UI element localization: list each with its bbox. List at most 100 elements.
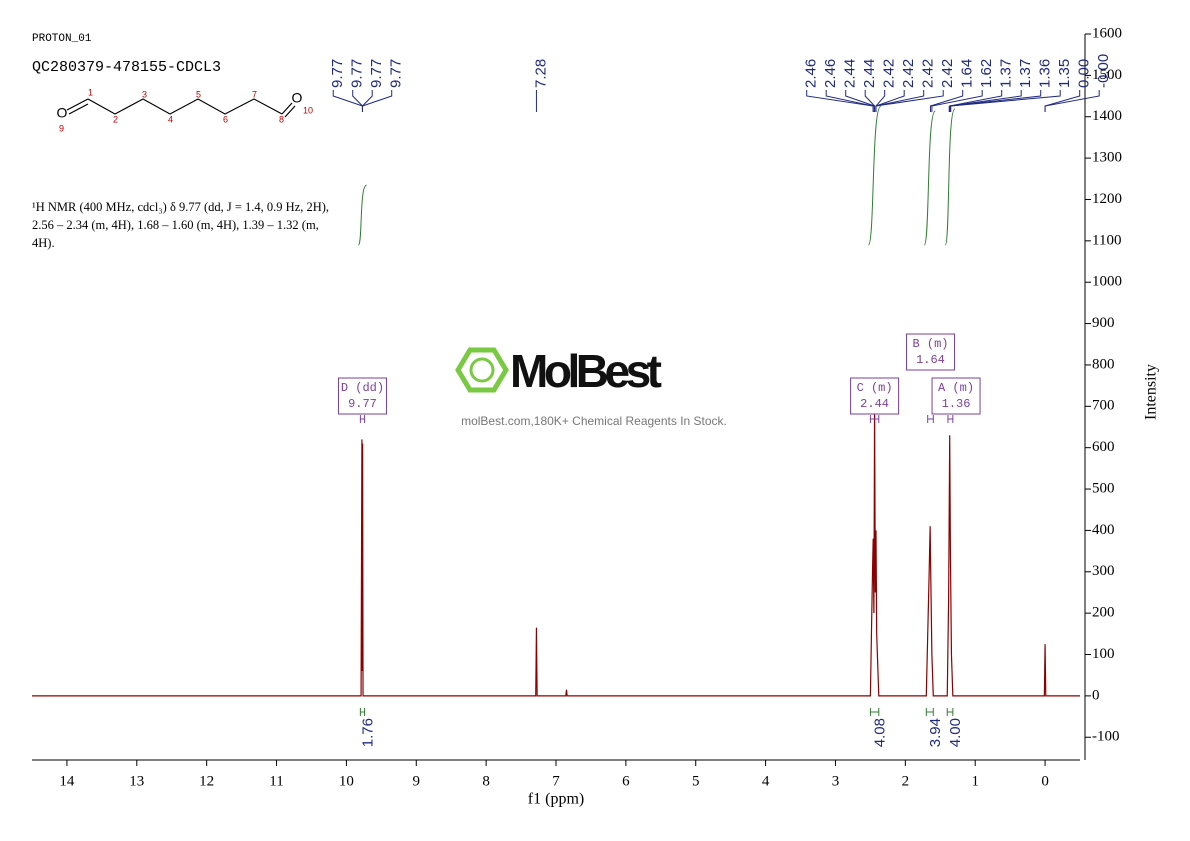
multiplet-box [337,377,387,415]
peak-label: 0.00 [1076,59,1093,88]
integral-curve [867,105,882,246]
description-line: 4H). [32,236,55,250]
x-tick-label: 4 [762,773,770,789]
peak-label: 2.42 [939,59,956,88]
bond [68,103,89,115]
y-tick-label: 800 [1092,356,1115,372]
multiplet-shift: 1.64 [916,353,945,367]
integral-label: 4.00 [947,718,964,747]
peak-label: 9.77 [349,59,366,88]
atom-number: 5 [196,89,201,99]
y-tick-label: 1200 [1092,191,1122,207]
multiplet-shift: 9.77 [348,397,377,411]
peak-leader [864,90,876,112]
integral-curve [944,108,956,246]
x-tick-label: 12 [199,773,214,789]
peak-leader [361,90,393,112]
y-tick-label: -100 [1092,729,1120,745]
peak-label: 1.36 [1037,59,1054,88]
multiplet-shift: 2.44 [860,397,889,411]
multiplet-label: B (m) [912,337,948,351]
peak-leader [1044,90,1100,112]
y-tick-label: 0 [1092,687,1100,703]
peak-label: 2.42 [900,59,917,88]
sample-name: QC280379-478155-CDCL3 [32,59,221,76]
multiplet-label: D (dd) [341,381,384,395]
peak-leader [806,90,874,112]
integral-label: 1.76 [359,718,376,747]
x-tick-label: 13 [129,773,144,789]
multiplet-box [931,377,981,415]
bond [284,105,296,118]
peak-leader [825,90,874,112]
atom-number: 10 [303,105,313,115]
peak-label: 1.62 [978,59,995,88]
peak-label: 1.37 [1017,59,1034,88]
integral-bracket [925,708,934,716]
watermark-logo [455,347,509,393]
multiplet-label: C (m) [857,381,893,395]
peak-label: 9.77 [329,59,346,88]
peak-label: 2.44 [842,59,859,88]
atom-number: 4 [168,114,173,124]
y-tick-label: 1500 [1092,67,1122,83]
y-tick-label: 1300 [1092,150,1122,166]
y-tick-label: 200 [1092,605,1115,621]
spectrum-line [32,406,1080,697]
peak-label: 1.35 [1056,59,1073,88]
x-axis-title: f1 (ppm) [528,791,584,808]
bond [281,102,293,115]
atom-number: 9 [59,123,64,133]
peak-label: -0.00 [1095,54,1112,88]
peak-leader [950,90,1061,112]
peak-leader [949,90,1042,112]
atom-number: 1 [88,87,93,97]
multiplet-range [359,415,366,423]
atom-number: 2 [113,114,118,124]
y-tick-label: 1100 [1092,232,1121,248]
x-tick-label: 1 [971,773,979,789]
x-tick-label: 6 [622,773,630,789]
x-tick-label: 9 [413,773,421,789]
x-tick-label: 3 [832,773,840,789]
y-tick-label: 600 [1092,439,1115,455]
peak-label: 1.37 [998,59,1015,88]
multiplet-shift: 1.36 [942,397,971,411]
peak-leader [361,90,373,112]
integral-bracket [359,708,366,716]
x-tick-label: 14 [59,773,75,789]
x-tick-label: 8 [482,773,490,789]
multiplet-range [947,415,954,423]
peak-label: 7.28 [532,59,549,88]
peak-label: 2.46 [803,59,820,88]
peak-leader [948,90,1022,112]
y-tick-label: 700 [1092,398,1115,414]
peak-label: 1.64 [959,59,976,88]
x-tick-label: 0 [1041,773,1049,789]
bond [66,98,89,111]
integral-bracket [946,708,954,716]
molecule [66,98,296,118]
atom-number: 3 [142,89,147,99]
peak-label: 2.46 [822,59,839,88]
y-tick-label: 1000 [1092,274,1122,290]
multiplet-range [869,415,880,423]
peak-leader [875,90,925,112]
peak-leader [875,90,944,112]
atom-number: 6 [223,114,228,124]
logo-ring [469,357,495,383]
peak-label: 2.42 [881,59,898,88]
peak-label: 9.77 [388,59,405,88]
peak-label: 2.42 [920,59,937,88]
y-tick-label: 100 [1092,646,1115,662]
y-tick-label: 300 [1092,563,1115,579]
peak-leader [352,90,363,112]
x-tick-label: 11 [269,773,283,789]
y-tick-label: 400 [1092,522,1115,538]
integral-curve [357,184,368,246]
y-tick-label: 500 [1092,480,1115,496]
watermark-brand: MolBest [510,345,662,397]
integral-bracket [869,708,880,716]
chain [87,98,283,115]
atom-number: 8 [279,114,284,124]
